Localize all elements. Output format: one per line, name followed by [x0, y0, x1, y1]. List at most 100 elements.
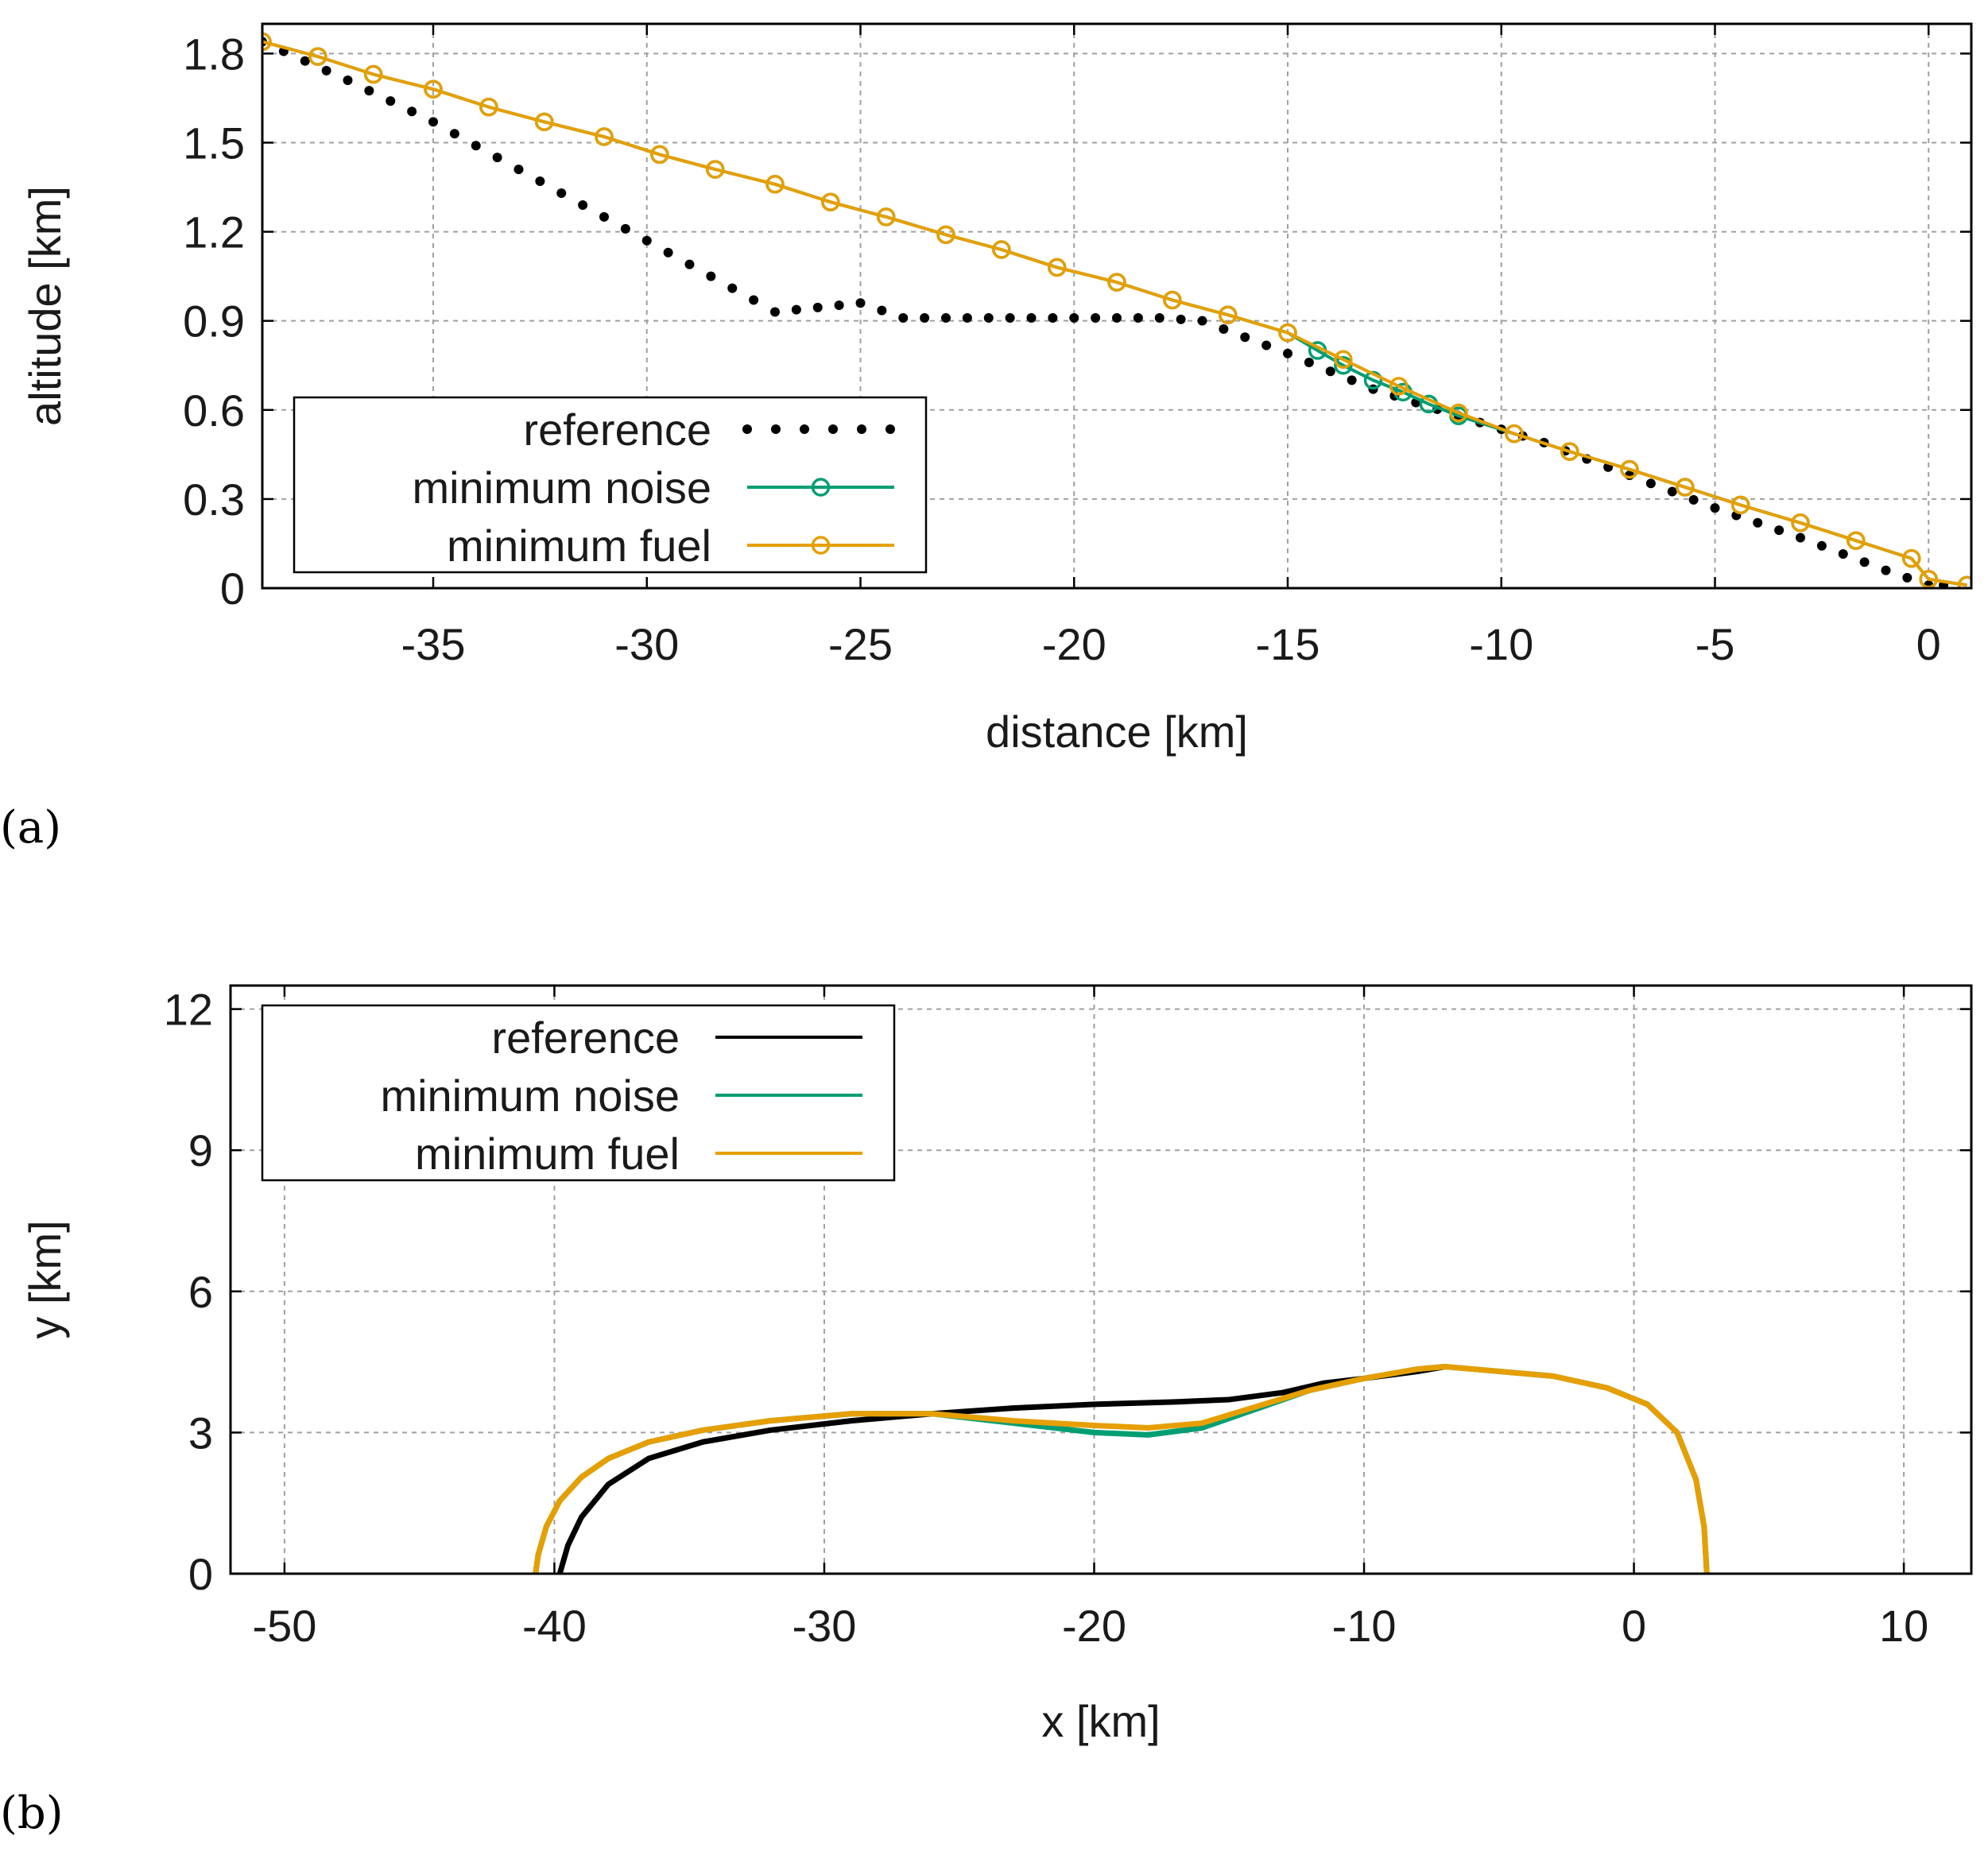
series-minimum-fuel-marker — [1560, 442, 1579, 461]
series-reference-point — [428, 117, 438, 127]
legend-marker-reference — [800, 424, 809, 434]
series-reference-point — [920, 312, 930, 323]
y-tick-label: 1.2 — [183, 207, 245, 258]
x-tick-label: -15 — [1256, 619, 1320, 669]
series-reference-point — [1325, 366, 1335, 377]
x-tick-label: 0 — [1622, 1601, 1646, 1651]
legend-label-minimum-noise: minimum noise — [380, 1071, 680, 1121]
y-axis-label: y [km] — [20, 1220, 70, 1338]
series-minimum-fuel-marker — [706, 160, 725, 179]
series-minimum-fuel-marker — [1048, 258, 1067, 277]
x-tick-label: -50 — [252, 1601, 316, 1651]
series-reference-point — [471, 141, 481, 151]
series-reference-point — [1816, 540, 1827, 551]
series-minimum-fuel-marker — [535, 112, 554, 132]
series-reference-point — [386, 96, 396, 107]
series-minimum-fuel-marker — [1389, 377, 1409, 396]
series-minimum-fuel-marker — [1620, 459, 1639, 479]
series-minimum-fuel-marker — [936, 225, 955, 245]
y-tick-label: 3 — [188, 1408, 213, 1458]
series-reference-point — [962, 312, 972, 323]
x-tick-label: -25 — [828, 619, 893, 669]
series-reference-point — [1838, 549, 1848, 560]
series-reference-point — [535, 176, 545, 187]
series-reference-point — [620, 223, 630, 234]
legend-label-minimum-fuel: minimum fuel — [415, 1129, 680, 1179]
legend-box — [261, 1004, 896, 1182]
series-reference-point — [1774, 525, 1785, 536]
panel-label: (a) — [0, 802, 61, 854]
series-reference-point — [706, 271, 716, 281]
series-reference-point — [1347, 375, 1357, 385]
series-reference-point — [1753, 517, 1763, 528]
series-reference-point — [1026, 312, 1037, 323]
series-minimum-fuel-marker — [992, 240, 1011, 259]
series-minimum-fuel-marker — [1847, 531, 1866, 550]
legend-marker-reference — [771, 424, 781, 434]
series-reference-point — [1240, 332, 1250, 343]
series-reference-point — [855, 298, 866, 308]
series-reference-point — [1133, 312, 1143, 323]
x-tick-label: -20 — [1042, 619, 1106, 669]
x-axis-label: x [km] — [1041, 1696, 1160, 1746]
series-reference-point — [1710, 503, 1720, 513]
series-reference-point — [556, 188, 567, 198]
series-minimum-fuel-marker — [1278, 323, 1297, 343]
series-reference-point — [1667, 486, 1677, 497]
series-reference-point — [812, 302, 823, 312]
legend-marker-reference — [742, 424, 752, 434]
series-minimum-fuel-marker — [424, 79, 443, 99]
plot-area — [533, 1364, 1710, 1574]
panel-label: (b) — [0, 1787, 64, 1839]
legend-marker-reference — [857, 424, 866, 434]
x-axis-label: distance [km] — [986, 707, 1248, 757]
x-tick-label: 10 — [1879, 1601, 1928, 1651]
series-minimum-fuel-marker — [1334, 350, 1353, 370]
series-reference-line — [556, 1364, 1446, 1574]
series-reference-point — [727, 283, 738, 293]
panel-1: -50 -40 -30 -20 -10 0 10 0 3 6 9 12 x [km] y [km] (b) r… — [0, 984, 1973, 1839]
series-reference-point — [321, 65, 331, 76]
series-minimum-fuel-marker — [650, 145, 669, 165]
series-reference-point — [513, 165, 524, 175]
series-reference-point — [1197, 316, 1207, 326]
series-minimum-fuel-marker — [1219, 305, 1238, 324]
series-reference-point — [407, 107, 417, 117]
legend-label-minimum-fuel: minimum fuel — [447, 521, 711, 571]
series-minimum-fuel-marker — [1957, 575, 1971, 588]
y-axis-label: altitude [km] — [20, 186, 70, 426]
series-reference-point — [1881, 565, 1891, 575]
series-minimum-fuel-marker — [479, 97, 498, 117]
series-reference-point — [1796, 533, 1805, 543]
x-tick-label: -30 — [614, 619, 679, 669]
series-reference-point — [983, 312, 994, 323]
legend-marker-minimum-noise — [811, 478, 831, 497]
x-tick-label: -40 — [522, 1601, 587, 1651]
legend-marker-reference — [885, 424, 895, 434]
series-reference-point — [1069, 312, 1079, 323]
y-tick-label: 0 — [188, 1549, 213, 1599]
legend-label-reference: reference — [523, 405, 711, 455]
series-reference-point — [599, 211, 609, 222]
series-reference-point — [1176, 314, 1186, 324]
legend-marker-minimum-fuel — [811, 536, 831, 555]
series-minimum-fuel-marker — [877, 207, 896, 227]
legend-label-minimum-noise: minimum noise — [412, 463, 711, 513]
y-tick-label: 6 — [188, 1267, 213, 1317]
x-tick-label: -20 — [1062, 1601, 1126, 1651]
series-reference-point — [343, 76, 353, 85]
series-reference-point — [941, 312, 951, 323]
legend-marker-reference — [828, 424, 838, 434]
y-tick-label: 1.8 — [183, 29, 245, 79]
legend: reference minimum noise minimum fuel — [293, 396, 928, 574]
panel-0: -35 -30 -25 -20 -15 -10 -5 0 0 0.3 0.6 0.9 1.2 1.5 1.8… — [0, 22, 1973, 854]
series-reference-point — [1688, 494, 1699, 505]
y-tick-label: 0.3 — [183, 474, 245, 525]
series-minimum-fuel-marker — [1676, 478, 1695, 497]
plot-area — [262, 32, 1971, 588]
x-tick-label: -10 — [1332, 1601, 1397, 1651]
x-tick-label: -5 — [1695, 619, 1735, 669]
series-minimum-noise-line — [533, 1364, 1710, 1574]
y-tick-label: 1.5 — [183, 118, 245, 168]
series-reference-point — [1048, 312, 1058, 323]
